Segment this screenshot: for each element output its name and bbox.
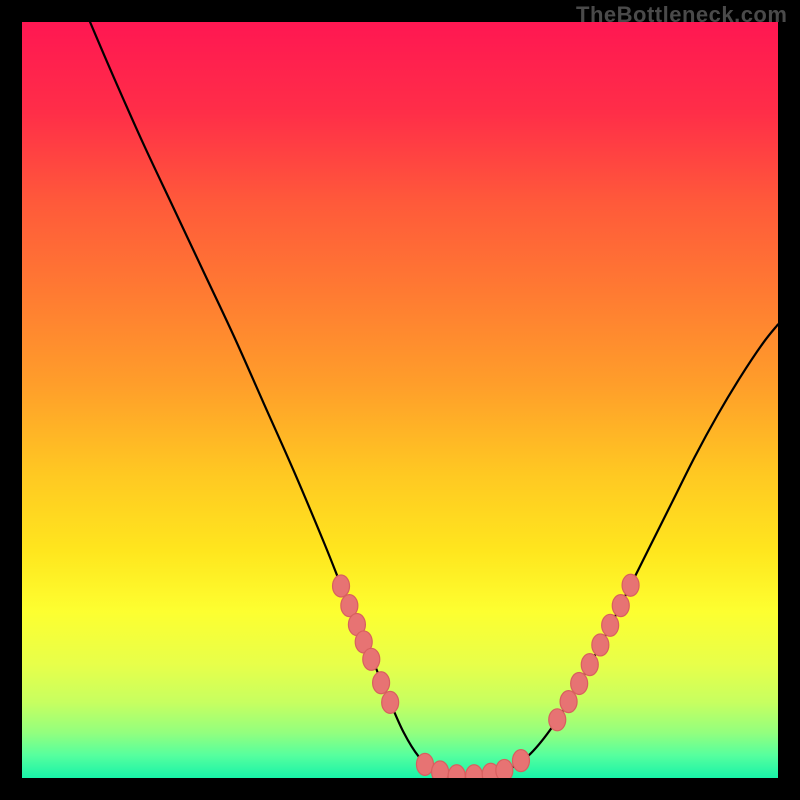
data-marker [333, 575, 350, 597]
data-marker [512, 750, 529, 772]
bottleneck-chart [0, 0, 800, 800]
watermark-text: TheBottleneck.com [576, 2, 787, 28]
data-marker [363, 648, 380, 670]
data-marker [622, 574, 639, 596]
plot-background [22, 22, 778, 778]
data-marker [592, 634, 609, 656]
data-marker [549, 709, 566, 731]
data-marker [382, 691, 399, 713]
data-marker [416, 753, 433, 775]
data-marker [602, 614, 619, 636]
data-marker [612, 595, 629, 617]
data-marker [560, 691, 577, 713]
data-marker [581, 654, 598, 676]
data-marker [373, 672, 390, 694]
data-marker [571, 673, 588, 695]
